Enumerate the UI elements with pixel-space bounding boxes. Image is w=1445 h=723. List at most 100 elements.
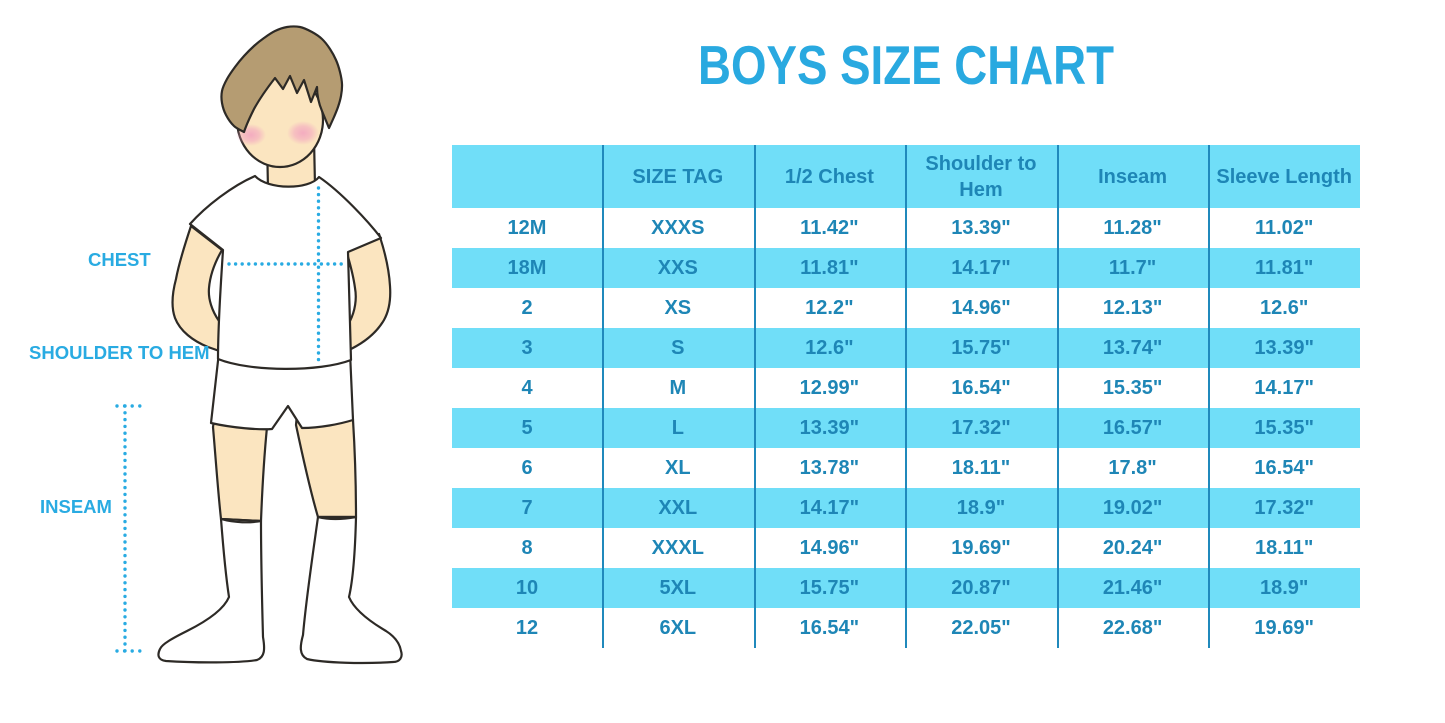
value-cell: 12.99"	[799, 377, 860, 399]
value-cell: 15.75"	[799, 577, 860, 599]
size-cell: 12M	[507, 217, 547, 239]
value-cell: XXXL	[651, 537, 704, 559]
value-cell: 14.17"	[1254, 377, 1314, 399]
table-row: 8 XXXL 14.96" 19.69" 20.24" 18.11"	[452, 528, 1360, 568]
value-cell: 14.96"	[799, 537, 860, 559]
size-cell: 7	[521, 497, 533, 519]
column-divider	[905, 145, 908, 648]
value-cell: 11.28"	[1103, 217, 1162, 239]
inseam-measure-label: INSEAM	[40, 496, 112, 517]
value-cell: 6XL	[659, 617, 697, 639]
value-cell: 5XL	[659, 577, 697, 599]
table-row: 2 XS 12.2" 14.96" 12.13" 12.6"	[452, 288, 1360, 328]
value-cell: M	[669, 377, 687, 399]
table-row: 4 M 12.99" 16.54" 15.35" 14.17"	[452, 368, 1360, 408]
value-cell: 12.13"	[1102, 297, 1163, 319]
value-cell: 17.8"	[1108, 457, 1157, 479]
size-cell: 10	[515, 577, 539, 599]
value-cell: 19.69"	[951, 537, 1011, 559]
value-cell: 16.54"	[951, 377, 1011, 399]
value-cell: 13.39"	[799, 417, 860, 439]
value-cell: 22.05"	[951, 617, 1011, 639]
value-cell: 16.57"	[1102, 417, 1163, 439]
header-cell-4: Inseam	[1098, 165, 1168, 188]
right-sock-top-line	[317, 515, 357, 520]
size-cell: 12	[515, 617, 539, 639]
value-cell: S	[671, 337, 685, 359]
boy-tshirt	[188, 174, 383, 370]
value-cell: 15.35"	[1102, 377, 1163, 399]
table-row: 6 XL 13.78" 18.11" 17.8" 16.54"	[452, 448, 1360, 488]
value-cell: 13.39"	[1254, 337, 1314, 359]
header-cell-2: 1/2 Chest	[784, 165, 874, 188]
value-cell: 12.6"	[1259, 297, 1309, 319]
value-cell: 11.81"	[800, 257, 859, 279]
value-cell: 20.87"	[951, 577, 1011, 599]
value-cell: 18.9"	[1259, 577, 1309, 599]
value-cell: 12.2"	[805, 297, 854, 319]
value-cell: 16.54"	[1254, 457, 1314, 479]
size-cell: 5	[521, 417, 533, 439]
table-row: 12M XXXS 11.42" 13.39" 11.28" 11.02"	[452, 208, 1360, 248]
measurement-guides	[115, 186, 346, 653]
value-cell: 17.32"	[951, 417, 1011, 439]
size-cell: 18M	[507, 257, 547, 279]
right-blush	[287, 121, 319, 145]
header-cell-5: Sleeve Length	[1216, 165, 1352, 188]
value-cell: 14.17"	[951, 257, 1011, 279]
value-cell: 13.39"	[951, 217, 1011, 239]
value-cell: 11.42"	[800, 217, 859, 239]
value-cell: XS	[664, 297, 692, 319]
value-cell: XXL	[658, 497, 698, 519]
value-cell: 19.69"	[1254, 617, 1314, 639]
value-cell: 15.75"	[951, 337, 1011, 359]
header-cell-3: Shoulder to Hem	[925, 152, 1037, 201]
boy-shorts	[209, 350, 355, 431]
shoulder-to-hem-measure-label: SHOULDER TO HEM	[29, 342, 210, 363]
value-cell: 14.96"	[951, 297, 1011, 319]
boy-hair	[220, 25, 344, 134]
size-cell: 4	[521, 377, 533, 399]
boy-head	[220, 25, 344, 169]
size-cell: 8	[521, 537, 533, 559]
value-cell: 11.7"	[1108, 257, 1157, 279]
value-cell: 17.32"	[1254, 497, 1314, 519]
value-cell: 18.11"	[1254, 537, 1314, 559]
value-cell: XXXS	[651, 217, 705, 239]
boy-socks	[157, 515, 403, 665]
value-cell: 11.81"	[1254, 257, 1314, 279]
value-cell: 16.54"	[799, 617, 860, 639]
header-cell-1: SIZE TAG	[632, 165, 724, 188]
boy-arms	[171, 224, 392, 356]
left-sock-top-line	[220, 517, 262, 524]
value-cell: 15.35"	[1254, 417, 1314, 439]
value-cell: XL	[665, 457, 691, 479]
size-cell: 6	[521, 457, 533, 479]
value-cell: 20.24"	[1102, 537, 1163, 559]
column-divider	[753, 145, 756, 648]
page-title: BOYS SIZE CHART	[698, 34, 1114, 96]
value-cell: 21.46"	[1102, 577, 1163, 599]
value-cell: L	[671, 417, 684, 439]
column-divider	[602, 145, 604, 648]
boy-figure-illustration	[115, 25, 403, 665]
size-table: SIZE TAG 1/2 Chest Shoulder to Hem Inseam Sl…	[452, 145, 1360, 648]
column-divider	[1208, 145, 1211, 648]
value-cell: 13.74"	[1102, 337, 1163, 359]
boy-right-sock	[299, 515, 403, 665]
value-cell: 12.6"	[805, 337, 854, 359]
value-cell: 13.78"	[799, 457, 860, 479]
table-row: 12 6XL 16.54" 22.05" 22.68" 19.69"	[452, 608, 1360, 648]
value-cell: 14.17"	[799, 497, 860, 519]
value-cell: 22.68"	[1102, 617, 1163, 639]
value-cell: 18.11"	[951, 457, 1011, 479]
value-cell: XXS	[657, 257, 698, 279]
value-cell: 18.9"	[956, 497, 1006, 519]
size-cell: 3	[521, 337, 533, 359]
size-cell: 2	[521, 297, 533, 319]
value-cell: 11.02"	[1254, 217, 1314, 239]
value-cell: 19.02"	[1102, 497, 1163, 519]
boy-left-sock	[157, 517, 266, 664]
column-divider	[1056, 145, 1059, 648]
